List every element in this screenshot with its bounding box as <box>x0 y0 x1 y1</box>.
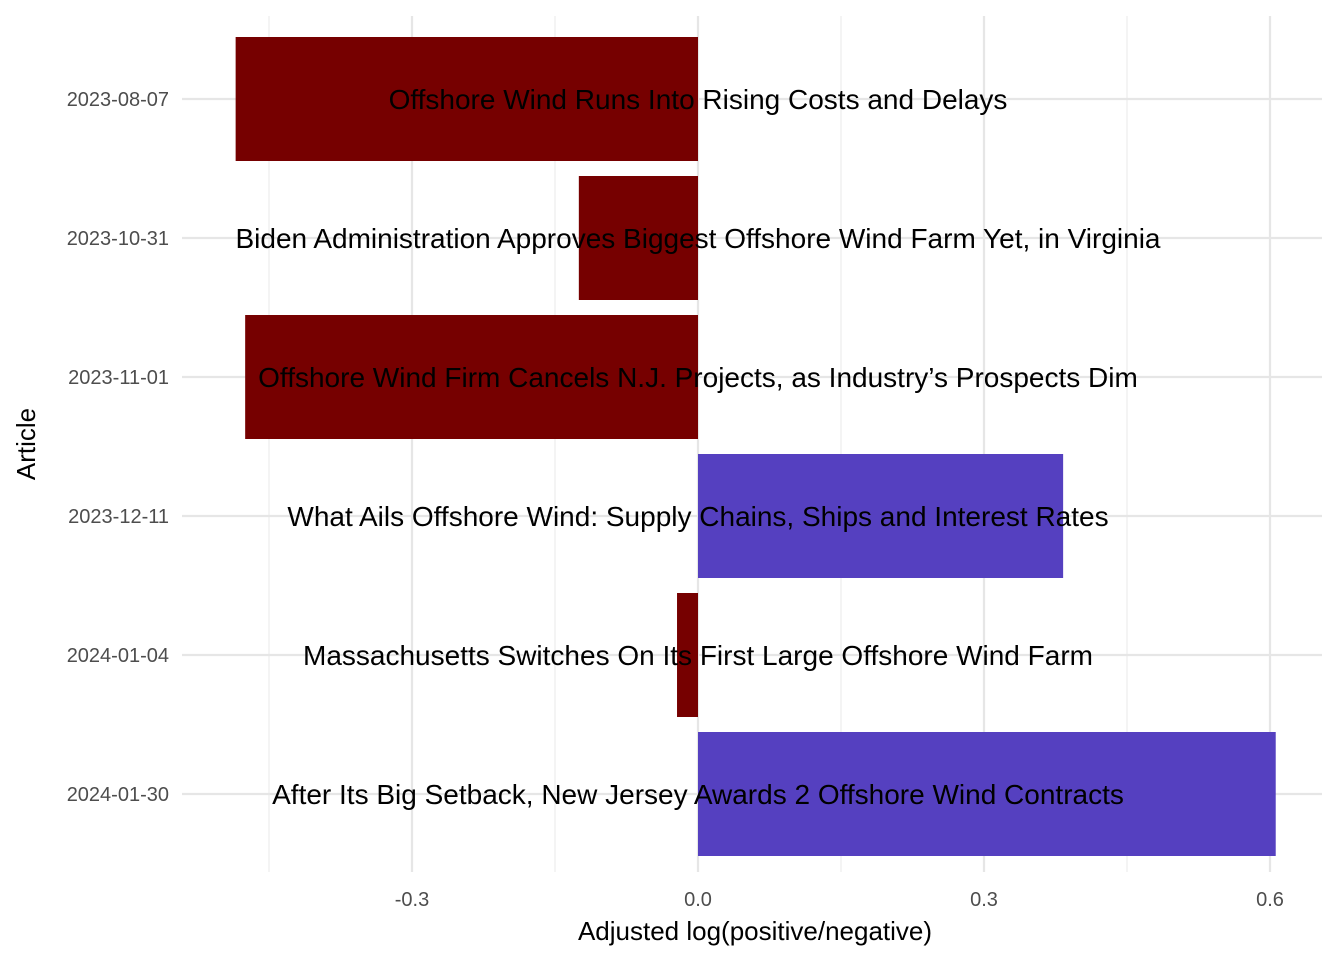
bar <box>698 454 1064 578</box>
y-tick-label: 2023-10-31 <box>67 228 169 250</box>
x-tick-label: 0.6 <box>1256 889 1284 911</box>
bar-title-label: Biden Administration Approves Biggest Of… <box>235 223 1160 254</box>
bar-labels: Offshore Wind Runs Into Rising Costs and… <box>235 84 1160 810</box>
y-tick-label: 2024-01-30 <box>67 784 169 806</box>
y-tick-label: 2023-12-11 <box>68 506 169 528</box>
bar <box>235 37 698 161</box>
x-tick-label: 0.0 <box>684 889 712 911</box>
bar-title-label: Massachusetts Switches On Its First Larg… <box>303 640 1093 671</box>
bar-title-label: What Ails Offshore Wind: Supply Chains, … <box>287 501 1108 532</box>
x-axis-ticks: -0.3 0.0 0.3 0.6 <box>395 889 1284 911</box>
x-tick-label: -0.3 <box>395 889 429 911</box>
bar <box>677 593 698 717</box>
bar <box>698 732 1276 856</box>
x-axis-title: Adjusted log(positive/negative) <box>578 916 932 946</box>
bar <box>245 315 698 439</box>
bar <box>578 176 698 300</box>
bar-title-label: Offshore Wind Firm Cancels N.J. Projects… <box>258 362 1138 393</box>
x-tick-label: 0.3 <box>970 889 998 911</box>
bars <box>235 37 1276 856</box>
y-axis-title: Article <box>11 408 41 480</box>
y-axis-ticks: 2023-08-07 2023-10-31 2023-11-01 2023-12-11… <box>67 89 169 806</box>
y-tick-label: 2023-11-01 <box>68 367 169 389</box>
bar-title-label: Offshore Wind Runs Into Rising Costs and… <box>389 84 1008 115</box>
bar-title-label: After Its Big Setback, New Jersey Awards… <box>272 779 1124 810</box>
y-tick-label: 2024-01-04 <box>67 645 169 667</box>
y-tick-label: 2023-08-07 <box>67 89 169 111</box>
